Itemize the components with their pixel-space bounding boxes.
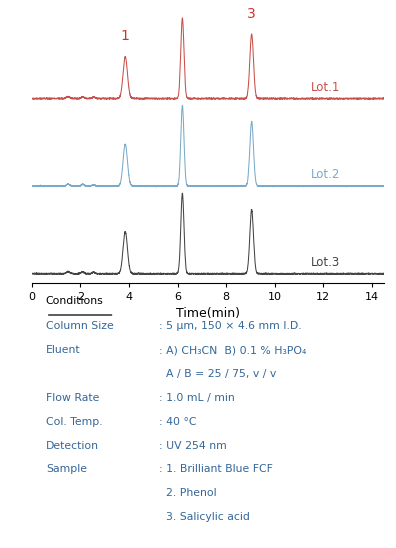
Text: Conditions: Conditions (46, 296, 103, 306)
Text: Detection: Detection (46, 441, 99, 450)
X-axis label: Time(min): Time(min) (176, 306, 240, 319)
Text: 1: 1 (121, 30, 130, 43)
Text: : A) CH₃CN  B) 0.1 % H₃PO₄: : A) CH₃CN B) 0.1 % H₃PO₄ (158, 345, 306, 355)
Text: Lot.3: Lot.3 (311, 256, 341, 269)
Text: 2. Phenol: 2. Phenol (158, 488, 216, 498)
Text: Column Size: Column Size (46, 321, 114, 332)
Text: Sample: Sample (46, 464, 87, 475)
Text: 3: 3 (247, 7, 256, 21)
Text: : 40 °C: : 40 °C (158, 416, 196, 427)
Text: A / B = 25 / 75, v / v: A / B = 25 / 75, v / v (158, 369, 276, 379)
Text: : UV 254 nm: : UV 254 nm (158, 441, 226, 450)
Text: Lot.1: Lot.1 (311, 81, 341, 94)
Text: Eluent: Eluent (46, 345, 80, 355)
Text: 3. Salicylic acid: 3. Salicylic acid (158, 512, 249, 522)
Text: : 1.0 mL / min: : 1.0 mL / min (158, 393, 234, 403)
Text: 2: 2 (178, 0, 187, 2)
Text: : 1. Brilliant Blue FCF: : 1. Brilliant Blue FCF (158, 464, 272, 475)
Text: Flow Rate: Flow Rate (46, 393, 99, 403)
Text: Col. Temp.: Col. Temp. (46, 416, 103, 427)
Text: : 5 μm, 150 × 4.6 mm I.D.: : 5 μm, 150 × 4.6 mm I.D. (158, 321, 301, 332)
Text: Lot.2: Lot.2 (311, 168, 341, 181)
